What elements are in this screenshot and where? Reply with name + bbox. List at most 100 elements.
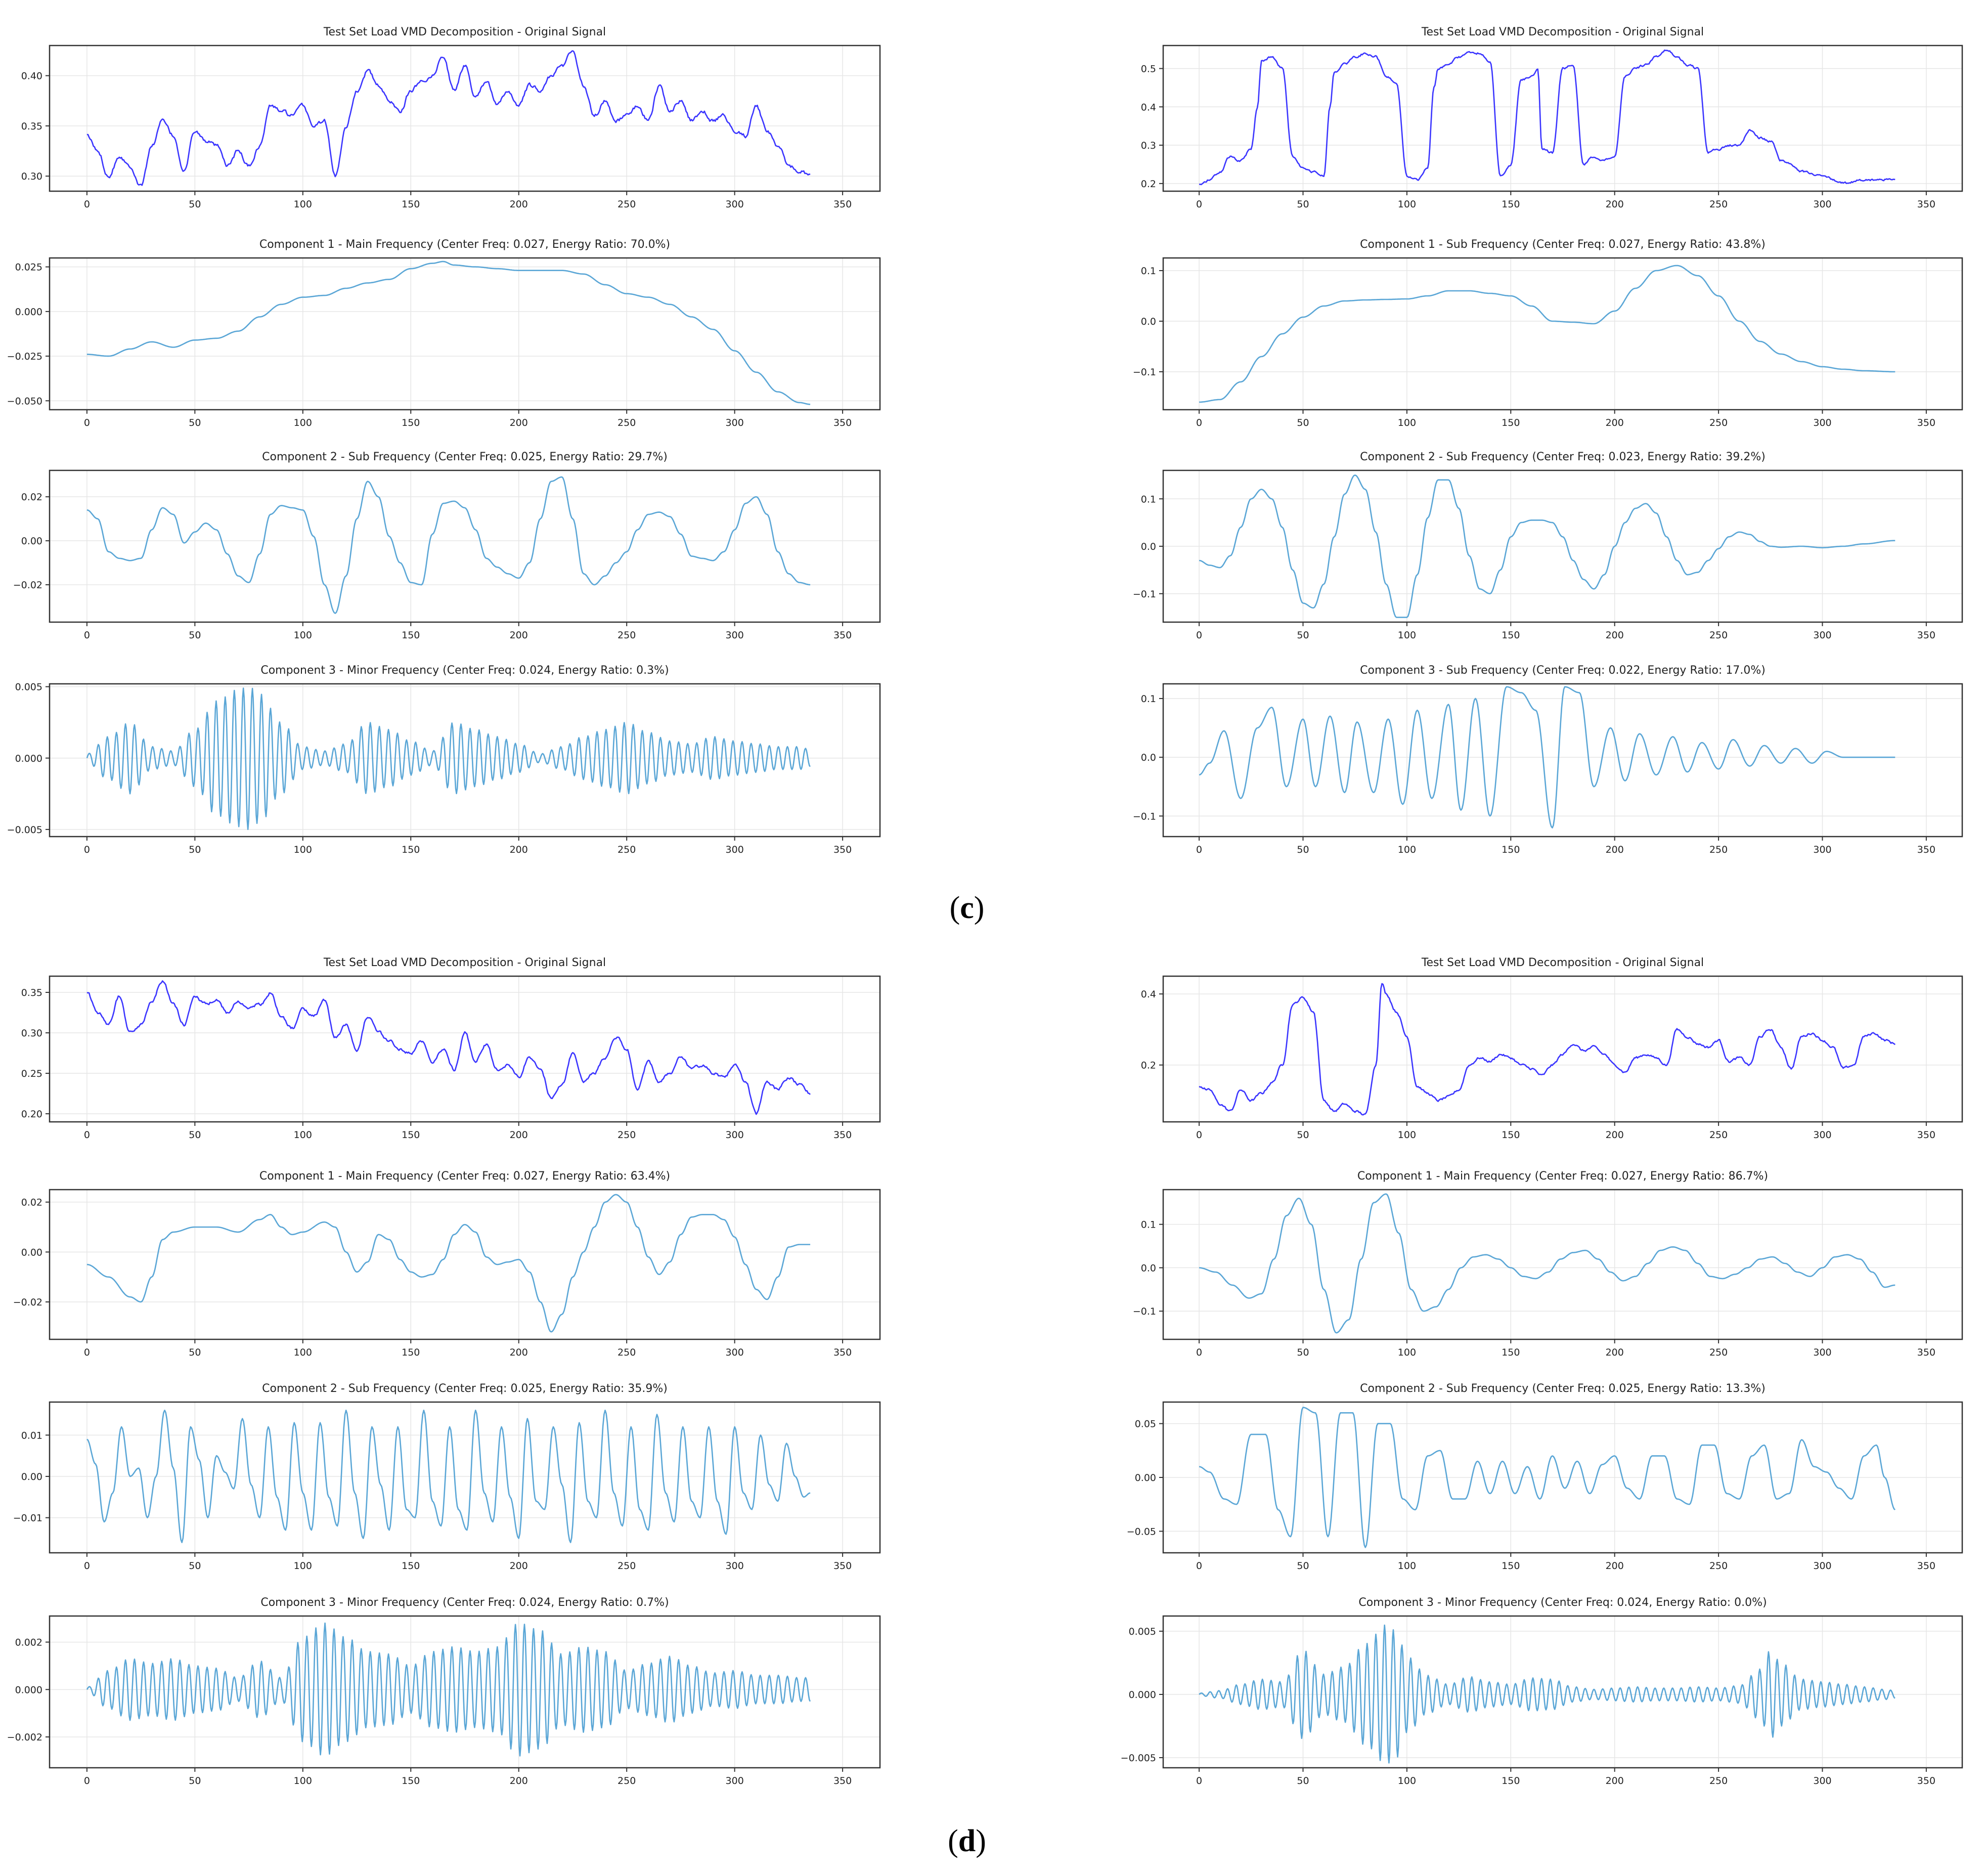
subplot-c-left-3-xtick-label: 250 — [617, 630, 636, 641]
subplot-c-right-3-xtick-label: 300 — [1813, 630, 1831, 641]
subplot-d-left-4-title: Component 3 - Minor Frequency (Center Fr… — [260, 1596, 669, 1609]
subplot-d-left-4-xtick-label: 300 — [726, 1775, 744, 1786]
subplot-c-left-2-xtick-label: 150 — [402, 417, 420, 428]
subplot-d-right-2-title: Component 1 - Main Frequency (Center Fre… — [1357, 1170, 1768, 1183]
subplot-d-right-1-xtick-label: 0 — [1196, 1129, 1202, 1141]
subplot-c-left-1-xtick-label: 200 — [510, 199, 528, 210]
subplot-d-left-4-ytick-label: −0.002 — [7, 1732, 42, 1743]
subplot-d-left-4-xtick-label: 0 — [84, 1775, 90, 1786]
subplot-d-left-1: Test Set Load VMD Decomposition - Origin… — [21, 956, 881, 1141]
subplot-c-left-2: Component 1 - Main Frequency (Center Fre… — [7, 238, 881, 428]
subplot-c-right-2-xtick-label: 50 — [1297, 417, 1309, 428]
subplot-d-right-2-axes-frame — [1162, 1189, 1963, 1340]
subplot-d-right-4-ytick-label: 0.000 — [1129, 1689, 1156, 1700]
subplot-c-left-1-title: Test Set Load VMD Decomposition - Origin… — [323, 26, 606, 38]
subplot-c-left-4-xtick-label: 50 — [189, 844, 201, 855]
subplot-c-left-3-xtick-label: 100 — [294, 630, 312, 641]
subplot-d-right-3-xtick-label: 250 — [1709, 1560, 1728, 1572]
subplot-c-right-4-ytick-label: 0.0 — [1141, 752, 1156, 763]
subplot-d-left-3-xtick-label: 0 — [84, 1560, 90, 1572]
subplot-d-right-4-xtick-label: 350 — [1917, 1775, 1935, 1786]
subplot-d-left-3-xtick-label: 150 — [402, 1560, 420, 1572]
subplot-d-left-3-ytick-label: −0.01 — [13, 1513, 42, 1524]
subplot-c-right-3-series-1 — [1199, 474, 1895, 618]
subplot-d-right-3-ytick-label: 0.05 — [1135, 1419, 1156, 1430]
subplot-d-left-1-axes-frame — [49, 975, 881, 1123]
subplot-c-right-4-ytick-label: −0.1 — [1133, 811, 1156, 822]
subplot-c-left-1-series-1 — [86, 50, 811, 186]
subplot-c-left-1-xtick-label: 0 — [84, 199, 90, 210]
subplot-c-left-1-xtick-label: 100 — [294, 199, 312, 210]
subplot-d-right-1-xtick-label: 100 — [1398, 1129, 1416, 1141]
subplot-d-right-4-series-1 — [1199, 1624, 1895, 1764]
subplot-c-right-3-xtick-label: 0 — [1196, 630, 1202, 641]
subplot-c-left-3-xtick-label: 0 — [84, 630, 90, 641]
subplot-d-left-2-xtick-label: 300 — [726, 1347, 744, 1358]
subplot-c-left-3-ytick-label: 0.02 — [21, 492, 42, 503]
subplot-c-left-4: Component 3 - Minor Frequency (Center Fr… — [7, 664, 881, 855]
subplot-d-right-2-xtick-label: 350 — [1917, 1347, 1935, 1358]
subplot-c-right-1-xtick-label: 250 — [1709, 199, 1728, 210]
subplot-c-right-2-ytick-label: 0.1 — [1141, 266, 1156, 277]
subplot-d-right-2-xtick-label: 300 — [1813, 1347, 1831, 1358]
subplot-c-right-3-ytick-label: −0.1 — [1133, 589, 1156, 600]
subplot-c-left-2-xtick-label: 100 — [294, 417, 312, 428]
subplot-d-left-2-xtick-label: 0 — [84, 1347, 90, 1358]
subplot-d-right-1-series-1 — [1199, 983, 1896, 1116]
subplot-d-right-2-xtick-label: 150 — [1502, 1347, 1520, 1358]
subplot-d-left-2-xtick-label: 200 — [510, 1347, 528, 1358]
subplot-d-left-2-ytick-label: −0.02 — [13, 1297, 42, 1308]
subplot-d-left-3-xtick-label: 250 — [617, 1560, 636, 1572]
subplot-d-left-3-xtick-label: 300 — [726, 1560, 744, 1572]
subplot-c-right-4-xtick-label: 100 — [1398, 844, 1416, 855]
subplot-c-right-1: Test Set Load VMD Decomposition - Origin… — [1141, 26, 1963, 210]
subplot-c-right-2-ytick-label: 0.0 — [1141, 316, 1156, 327]
subplot-c-right-1-ytick-label: 0.2 — [1141, 179, 1156, 190]
subplot-c-left-2-series-1 — [86, 260, 811, 405]
subplot-d-left-4-xtick-label: 150 — [402, 1775, 420, 1786]
subplot-c-right-4-xtick-label: 200 — [1606, 844, 1624, 855]
subplot-d-left-3: Component 2 - Sub Frequency (Center Freq… — [13, 1382, 881, 1572]
subplot-d-right-1-ytick-label: 0.2 — [1141, 1060, 1156, 1071]
subplot-c-left-2-ytick-label: 0.000 — [15, 307, 42, 318]
subplot-c-right-3: Component 2 - Sub Frequency (Center Freq… — [1133, 451, 1963, 641]
subplot-d-left-1-ytick-label: 0.25 — [21, 1068, 42, 1079]
subplot-d-left-4-xtick-label: 250 — [617, 1775, 636, 1786]
subplot-d-left-3-series-1 — [86, 1410, 811, 1543]
panel-label-c-letter: c — [960, 891, 974, 925]
subplot-d-right-2-xtick-label: 250 — [1709, 1347, 1728, 1358]
subplot-d-right-2: Component 1 - Main Frequency (Center Fre… — [1133, 1170, 1963, 1358]
subplot-c-right-2: Component 1 - Sub Frequency (Center Freq… — [1133, 238, 1963, 428]
subplot-c-right-3-xtick-label: 200 — [1606, 630, 1624, 641]
subplot-c-right-2-series-1 — [1199, 265, 1895, 403]
subplot-c-right-3-title: Component 2 - Sub Frequency (Center Freq… — [1360, 451, 1766, 463]
subplot-d-right-3-series-1 — [1199, 1407, 1896, 1548]
subplot-c-left-2-xtick-label: 300 — [726, 417, 744, 428]
subplot-d-right-3-ytick-label: −0.05 — [1127, 1526, 1156, 1537]
subplot-d-left-3-title: Component 2 - Sub Frequency (Center Freq… — [262, 1382, 668, 1395]
subplot-d-right-4-xtick-label: 50 — [1297, 1775, 1309, 1786]
subplot-c-right-2-axes-frame — [1162, 257, 1963, 411]
subplot-c-left-3-xtick-label: 300 — [726, 630, 744, 641]
subplot-d-left-1-title: Test Set Load VMD Decomposition - Origin… — [323, 956, 606, 969]
subplot-c-left-4-xtick-label: 150 — [402, 844, 420, 855]
subplot-d-right-2-xtick-label: 200 — [1606, 1347, 1624, 1358]
subplot-c-left-2-xtick-label: 200 — [510, 417, 528, 428]
subplot-c-right-3-xtick-label: 100 — [1398, 630, 1416, 641]
subplot-d-right-2-ytick-label: 0.1 — [1141, 1219, 1156, 1231]
subplot-c-right-4: Component 3 - Sub Frequency (Center Freq… — [1133, 664, 1963, 855]
subplot-c-left-4-xtick-label: 350 — [833, 844, 852, 855]
subplot-c-right-3-ytick-label: 0.0 — [1141, 541, 1156, 552]
subplot-c-right-4-title: Component 3 - Sub Frequency (Center Freq… — [1360, 664, 1766, 677]
subplot-d-left-3-axes-frame — [49, 1401, 881, 1554]
subplot-d-left-1-xtick-label: 50 — [189, 1129, 201, 1141]
subplot-c-left-2-xtick-label: 50 — [189, 417, 201, 428]
subplot-c-left-4-ytick-label: 0.000 — [15, 753, 42, 764]
subplot-d-right-3: Component 2 - Sub Frequency (Center Freq… — [1127, 1382, 1963, 1572]
subplot-d-left-4-xtick-label: 200 — [510, 1775, 528, 1786]
subplot-d-left-2-ytick-label: 0.00 — [21, 1247, 42, 1258]
subplot-d-left-2-ytick-label: 0.02 — [21, 1197, 42, 1208]
subplot-d-left-3-xtick-label: 350 — [833, 1560, 852, 1572]
subplot-d-right-3-xtick-label: 350 — [1917, 1560, 1935, 1572]
subplot-c-right-3-xtick-label: 150 — [1502, 630, 1520, 641]
